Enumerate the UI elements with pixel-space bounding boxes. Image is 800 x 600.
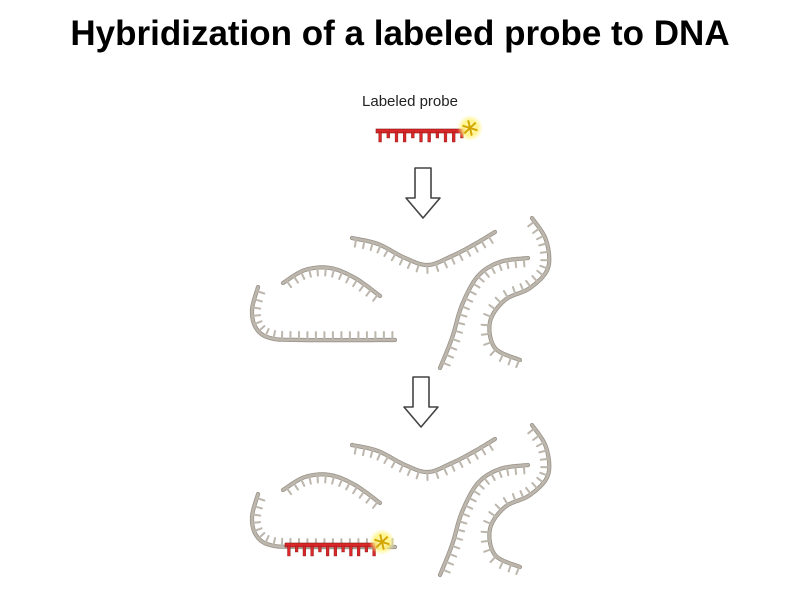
dna-strand <box>437 255 531 371</box>
label-star-icon <box>462 120 478 136</box>
dna-strand <box>280 472 383 509</box>
hybridized-dna-panel-after <box>249 422 552 578</box>
dna-strand <box>349 229 498 274</box>
down-arrow-icon <box>403 376 439 428</box>
labeled-probe <box>375 115 483 143</box>
dna-strand <box>280 265 383 302</box>
down-arrow-icon <box>405 167 441 219</box>
denatured-dna-panel-before <box>249 215 552 371</box>
label-star-icon <box>374 534 390 550</box>
labeled-probe-top <box>375 115 483 143</box>
dna-strand <box>480 215 552 369</box>
labeled-probe <box>284 529 395 557</box>
dna-strand <box>349 436 498 481</box>
probe-label: Labeled probe <box>362 93 458 110</box>
dna-strand <box>437 462 531 578</box>
dna-strand <box>249 284 398 343</box>
diagram-title: Hybridization of a labeled probe to DNA <box>70 14 730 53</box>
dna-strand <box>480 422 552 576</box>
